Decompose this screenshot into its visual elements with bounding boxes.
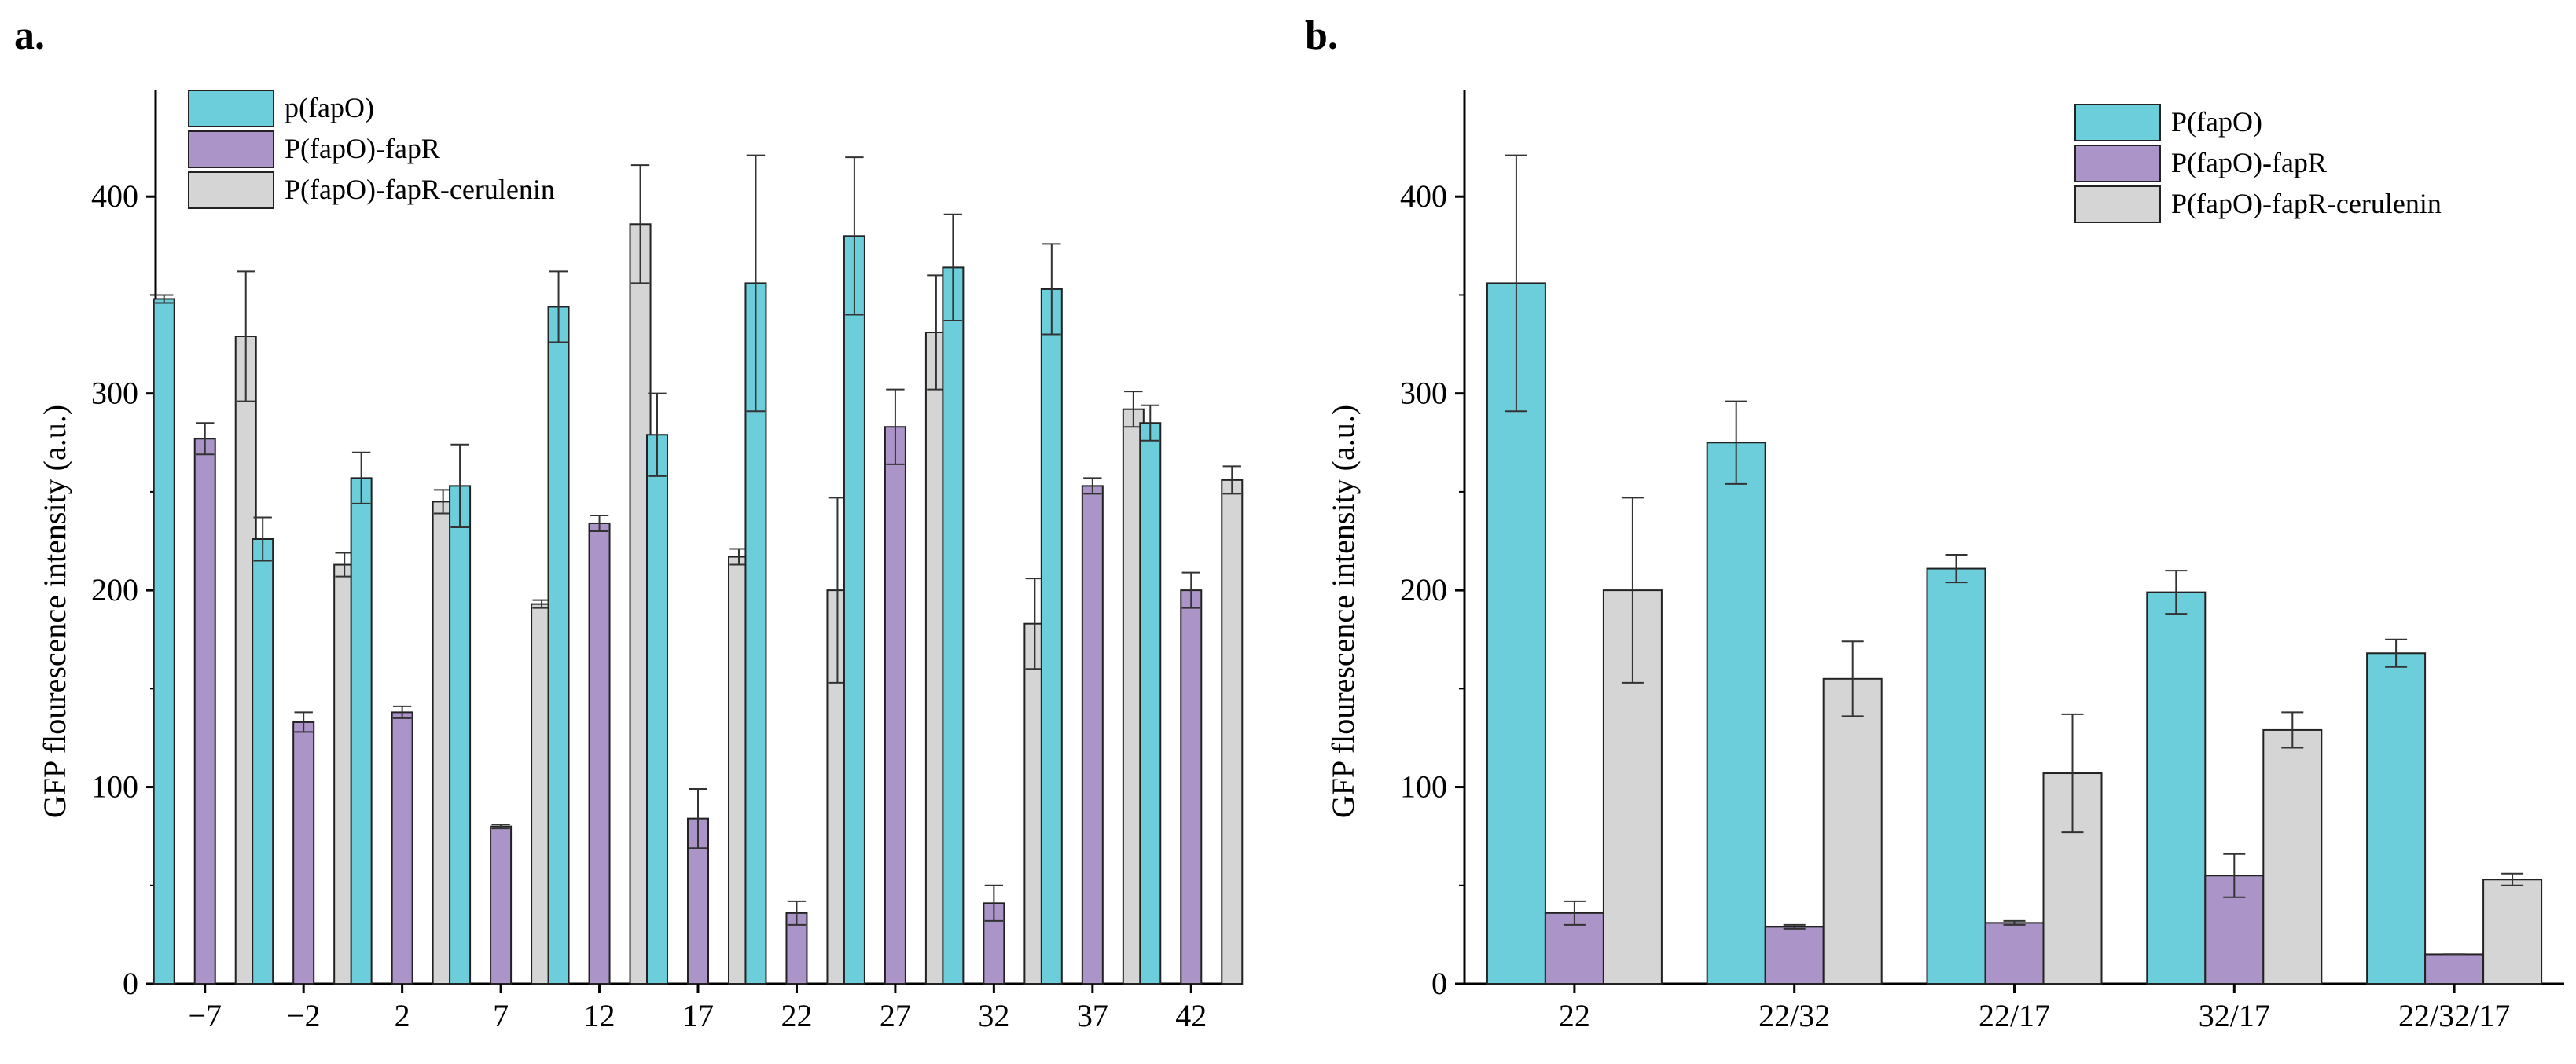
panel-a: a. GFP flourescence intensity (a.u.) 0 10… [14,13,1244,1033]
bar-a-p-fapo--10 [1139,422,1162,985]
y-tick-label-b: 100 [1400,769,1447,805]
legend-label-b: P(fapO)-fapR-cerulenin [2171,188,2442,219]
legend-a: p(fapO) P(fapO)-fapR P(fapO)-fapR-ceruleni… [188,90,555,209]
y-tick-label-b: 400 [1400,178,1447,214]
bar-a-p-fapo-fapr-3 [490,825,513,985]
x-tick-label-a: 32 [978,998,1009,1033]
y-tick-label-a: 0 [123,966,138,1001]
bar-a-p-fapo-fapr-cerulenin-10 [1221,479,1244,985]
x-tick-label-a: 7 [493,998,509,1033]
legend-swatch-a [188,90,274,127]
bar-a-p-fapo-fapr-1 [292,721,315,985]
legend-label-a: P(fapO)-fapR-cerulenin [285,174,555,205]
x-tick-label-a: 2 [395,998,410,1033]
bar-b-p-fapo--1 [1706,442,1766,985]
x-tick-label-a: −2 [287,998,321,1033]
legend-swatch-a [188,130,274,168]
bar-a-p-fapo-fapr-10 [1180,589,1203,985]
y-tick-label-b: 300 [1400,376,1447,411]
panel-label-a: a. [14,13,45,58]
bar-a-p-fapo-fapr-9 [1081,485,1104,985]
bar-b-p-fapo--2 [1926,567,1986,985]
y-tick-label-b: 200 [1400,572,1447,607]
bar-a-p-fapo--1 [252,538,274,985]
bar-a-p-fapo--4 [547,306,570,985]
x-tick-label-a: 27 [880,998,911,1033]
bar-b-p-fapo-fapr-4 [2424,953,2485,985]
y-tick-label-a: 400 [91,178,138,214]
bar-b-p-fapo-fapr-1 [1764,926,1825,985]
panel-label-b: b. [1305,13,1338,58]
x-tick-label-a: 22 [781,998,812,1033]
panel-b: b. GFP flourescence intensity (a.u.) 0 10… [1305,13,2564,1033]
bar-a-p-fapo--3 [449,485,472,985]
x-tick-label-a: 37 [1077,998,1108,1033]
legend-swatch-b [2074,185,2161,223]
bar-a-p-fapo--2 [350,477,373,985]
plot-area-b: 0 100 200 300 400 22 22/32 22/17 32/17 22/32/17 [1400,90,2564,1033]
bar-a-p-fapo--8 [942,266,965,985]
x-tick-label-a: 17 [682,998,714,1033]
bar-a-p-fapo-fapr-0 [193,438,216,985]
legend-label-b: P(fapO) [2171,106,2262,138]
x-tick-label-b: 22 [1559,998,1590,1033]
x-tick-label-a: 12 [584,998,616,1033]
bar-a-p-fapo-fapr-4 [588,522,611,985]
bar-a-p-fapo--0 [153,298,175,985]
legend-b: P(fapO) P(fapO)-fapR P(fapO)-fapR-ceruleni… [2074,104,2442,223]
bar-a-p-fapo-fapr-7 [884,426,906,985]
x-tick-label-b: 22/32 [1758,998,1830,1033]
legend-swatch-b [2074,145,2161,182]
y-axis-title-a: GFP flourescence intensity (a.u.) [37,405,72,818]
x-tick-label-b: 32/17 [2199,998,2270,1033]
legend-label-a: P(fapO)-fapR [285,133,440,164]
legend-label-b: P(fapO)-fapR [2171,147,2327,178]
legend-swatch-b [2074,104,2161,141]
legend-swatch-a [188,171,274,209]
bar-a-p-fapo--7 [843,235,865,985]
bar-b-p-fapo--3 [2146,591,2207,985]
bar-a-p-fapo--5 [646,434,668,985]
x-tick-label-a: −7 [188,998,222,1033]
legend-label-a: p(fapO) [285,92,374,123]
x-tick-label-b: 22/17 [1979,998,2050,1033]
bar-a-p-fapo--9 [1040,288,1063,985]
x-tick-label-b: 22/32/17 [2398,998,2510,1033]
bar-b-p-fapo-fapr-2 [1984,922,2045,985]
bar-a-p-fapo-fapr-2 [391,711,413,985]
y-tick-label-a: 100 [91,769,138,805]
bar-b-p-fapo--4 [2366,652,2427,985]
y-tick-label-a: 300 [91,376,138,411]
y-axis-title-b: GFP flourescence intensity (a.u.) [1325,405,1361,818]
x-tick-label-a: 42 [1175,998,1207,1033]
bar-b-p-fapo-fapr-cerulenin-1 [1822,677,1883,985]
bar-b-p-fapo-fapr-cerulenin-4 [2482,879,2543,985]
y-tick-label-b: 0 [1431,966,1447,1001]
y-tick-label-a: 200 [91,572,138,607]
bar-b-p-fapo-fapr-cerulenin-3 [2262,728,2323,985]
